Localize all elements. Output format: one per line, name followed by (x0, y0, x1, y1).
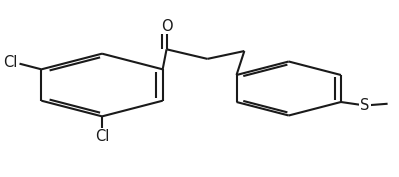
Text: O: O (161, 19, 172, 34)
Text: Cl: Cl (95, 129, 109, 144)
Text: S: S (360, 98, 370, 113)
Text: Cl: Cl (3, 55, 18, 70)
